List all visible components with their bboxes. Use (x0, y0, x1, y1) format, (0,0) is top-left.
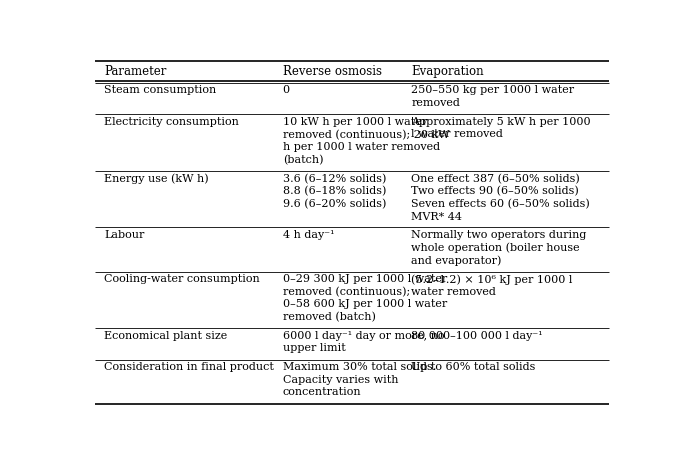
Text: 10 kW h per 1000 l water
removed (continuous); 20 kW
h per 1000 l water removed
: 10 kW h per 1000 l water removed (contin… (282, 117, 449, 165)
Text: Maximum 30% total solids.
Capacity varies with
concentration: Maximum 30% total solids. Capacity varie… (282, 363, 436, 397)
Text: 3.6 (6–12% solids)
8.8 (6–18% solids)
9.6 (6–20% solids): 3.6 (6–12% solids) 8.8 (6–18% solids) 9.… (282, 174, 386, 209)
Text: 6000 l day⁻¹ day or more, no
upper limit: 6000 l day⁻¹ day or more, no upper limit (282, 331, 444, 353)
Text: Reverse osmosis: Reverse osmosis (282, 65, 382, 78)
Text: 0: 0 (282, 85, 290, 95)
Text: Parameter: Parameter (104, 65, 166, 78)
Text: 0–29 300 kJ per 1000 l water
removed (continuous);
0–58 600 kJ per 1000 l water
: 0–29 300 kJ per 1000 l water removed (co… (282, 274, 447, 322)
Text: 4 h day⁻¹: 4 h day⁻¹ (282, 230, 334, 240)
Text: Approximately 5 kW h per 1000
l water removed: Approximately 5 kW h per 1000 l water re… (411, 117, 591, 140)
Text: Normally two operators during
whole operation (boiler house
and evaporator): Normally two operators during whole oper… (411, 230, 587, 266)
Text: Energy use (kW h): Energy use (kW h) (104, 174, 209, 184)
Text: Electricity consumption: Electricity consumption (104, 117, 239, 127)
Text: Up to 60% total solids: Up to 60% total solids (411, 363, 536, 372)
Text: Steam consumption: Steam consumption (104, 85, 216, 95)
Text: 80 000–100 000 l day⁻¹: 80 000–100 000 l day⁻¹ (411, 331, 543, 341)
Text: Cooling-water consumption: Cooling-water consumption (104, 274, 260, 284)
Text: (5.2–1.2) × 10⁶ kJ per 1000 l
water removed: (5.2–1.2) × 10⁶ kJ per 1000 l water remo… (411, 274, 573, 297)
Text: One effect 387 (6–50% solids)
Two effects 90 (6–50% solids)
Seven effects 60 (6–: One effect 387 (6–50% solids) Two effect… (411, 174, 590, 222)
Text: Evaporation: Evaporation (411, 65, 484, 78)
Text: 250–550 kg per 1000 l water
removed: 250–550 kg per 1000 l water removed (411, 85, 575, 108)
Text: Labour: Labour (104, 230, 144, 240)
Text: Economical plant size: Economical plant size (104, 331, 227, 341)
Text: Consideration in final product: Consideration in final product (104, 363, 274, 372)
